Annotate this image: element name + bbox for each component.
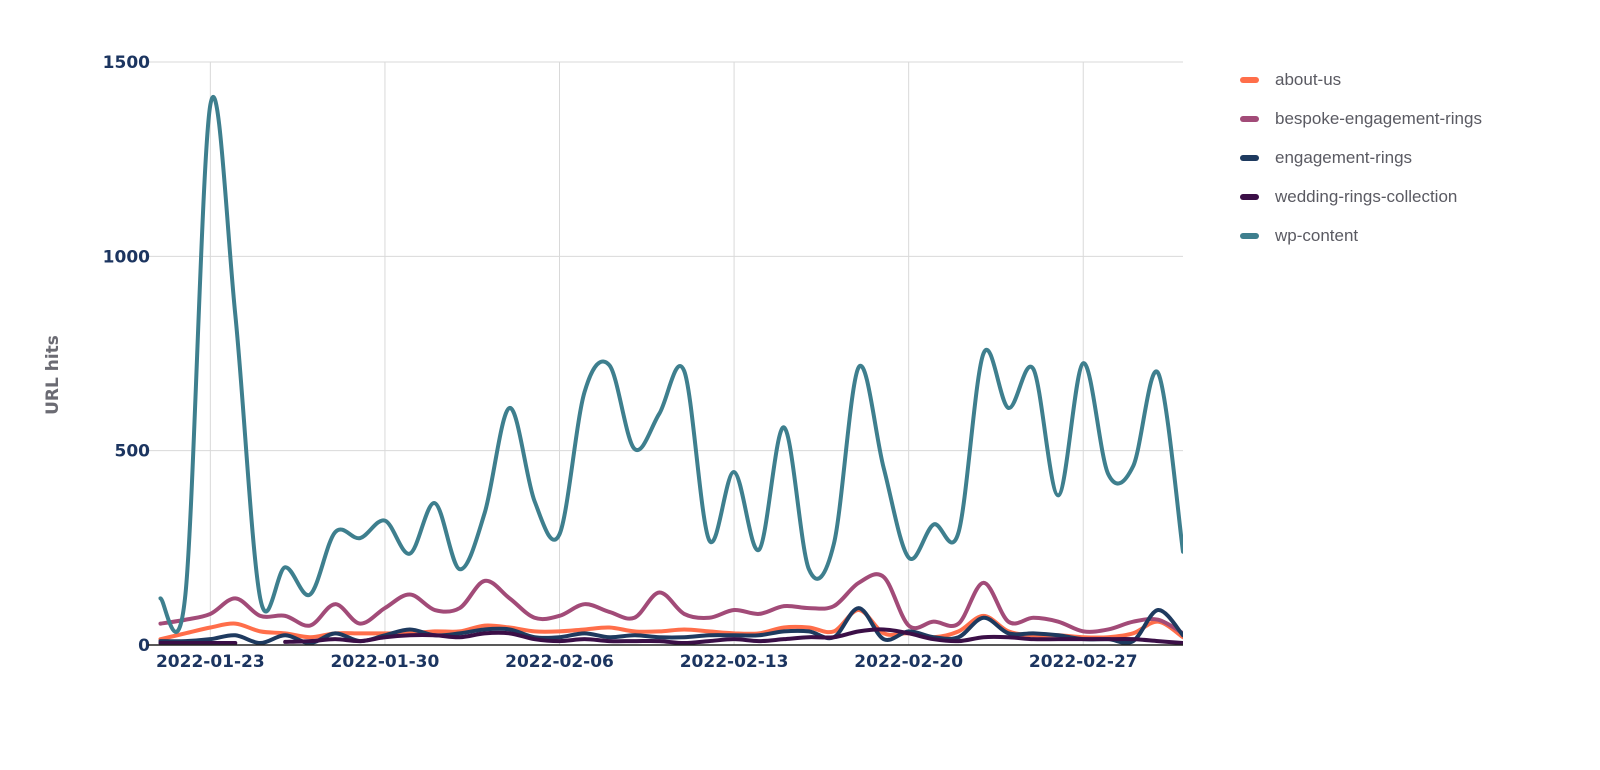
legend-item-engagement-rings[interactable]: engagement-rings xyxy=(1240,138,1482,177)
axes: 0 500 1000 1500 2022-01-23 2022-01-30 2022-02-… xyxy=(103,53,1183,672)
series-line-engagement-rings xyxy=(158,606,1183,645)
legend-label: wedding-rings-collection xyxy=(1275,186,1458,206)
legend-item-wp-content[interactable]: wp-content xyxy=(1240,216,1482,255)
y-tick-label: 0 xyxy=(138,636,150,656)
legend-item-wedding-rings-collection[interactable]: wedding-rings-collection xyxy=(1240,177,1482,216)
series-line-wp-content xyxy=(158,94,1183,634)
legend-label: bespoke-engagement-rings xyxy=(1275,108,1482,128)
x-tick-label: 2022-02-13 xyxy=(680,652,789,672)
y-tick-label: 1500 xyxy=(103,53,150,73)
x-tick-label: 2022-01-23 xyxy=(156,652,265,672)
legend-swatch xyxy=(1240,115,1259,122)
legend: about-us bespoke-engagement-rings engageme… xyxy=(1240,60,1482,255)
legend-item-about-us[interactable]: about-us xyxy=(1240,60,1482,99)
y-tick-label: 1000 xyxy=(103,247,150,267)
x-tick-label: 2022-02-27 xyxy=(1029,652,1138,672)
gridlines xyxy=(148,61,1183,645)
legend-swatch xyxy=(1240,76,1259,83)
legend-swatch xyxy=(1240,193,1259,200)
legend-swatch xyxy=(1240,232,1259,239)
legend-label: about-us xyxy=(1275,69,1342,89)
x-tick-label: 2022-02-06 xyxy=(505,652,614,672)
x-tick-label: 2022-02-20 xyxy=(854,652,963,672)
series-line-wedding-rings-collection xyxy=(283,627,1183,645)
series-line-bespoke-engagement-rings xyxy=(158,572,1183,636)
y-tick-label: 500 xyxy=(115,442,151,462)
legend-label: wp-content xyxy=(1275,225,1359,245)
series-lines xyxy=(158,94,1183,645)
legend-item-bespoke-engagement-rings[interactable]: bespoke-engagement-rings xyxy=(1240,99,1482,138)
legend-swatch xyxy=(1240,154,1259,161)
legend-label: engagement-rings xyxy=(1275,147,1413,167)
y-axis-label: URL hits xyxy=(43,335,63,415)
x-tick-label: 2022-01-30 xyxy=(331,652,440,672)
